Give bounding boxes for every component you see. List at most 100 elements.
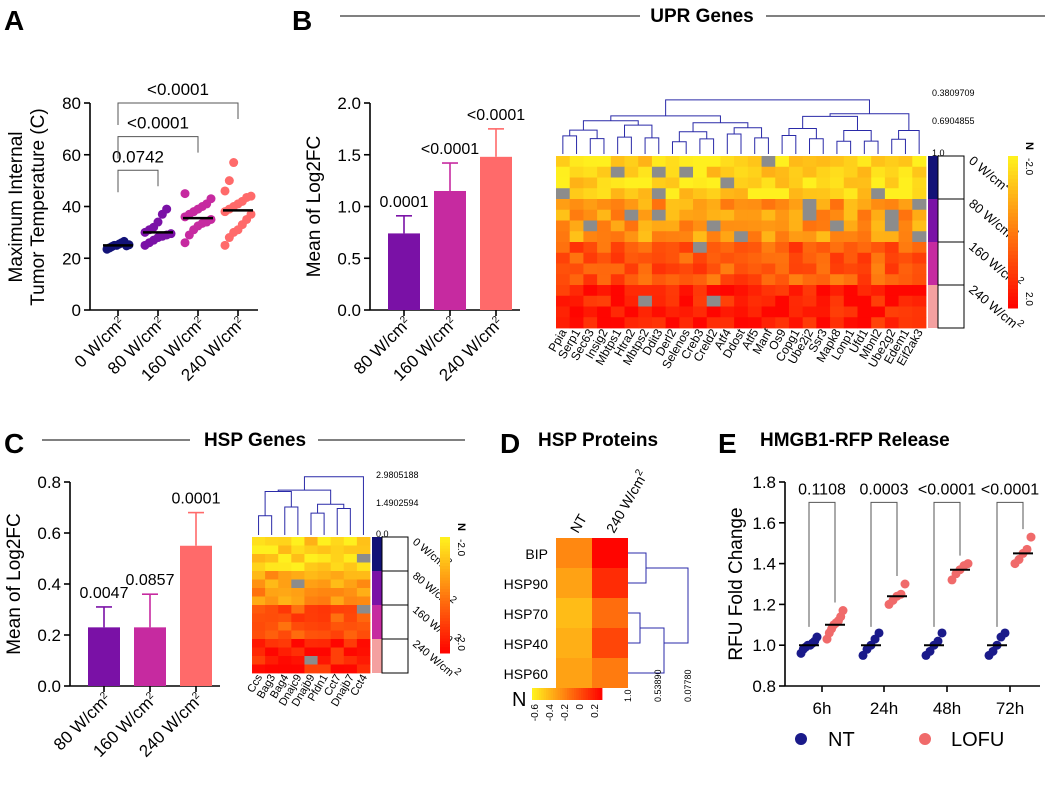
heatmap-cell <box>679 156 694 168</box>
heatmap-cell <box>775 166 790 178</box>
heatmap-cell <box>788 317 804 329</box>
heatmap-scale-step <box>1008 186 1018 191</box>
heatmap-cell <box>761 199 776 211</box>
proteins-cell <box>556 568 592 598</box>
proteins-scale-step <box>539 688 542 700</box>
heatmap-cell <box>912 295 927 307</box>
heatmap-cell <box>830 188 845 200</box>
heatmap-cell <box>761 306 776 318</box>
heatmap-cell <box>651 285 667 297</box>
heatmap-cell <box>734 209 749 221</box>
heatmap-cell <box>857 231 872 243</box>
heatmap-cell <box>304 630 318 640</box>
heatmap-cell <box>775 177 790 189</box>
heatmap-cell <box>291 639 305 648</box>
heatmap-scale-step <box>440 609 450 613</box>
heatmap-dendrogram-link <box>788 128 817 139</box>
heatmap-cell <box>278 613 292 623</box>
heatmap-cell <box>597 274 612 286</box>
heatmap-cell <box>871 306 886 318</box>
heatmap-cell <box>857 220 872 232</box>
heatmap-cell <box>317 545 332 555</box>
heatmap-cell <box>665 220 680 232</box>
heatmap-tree-label: 1.4902594 <box>376 498 419 508</box>
proteins-dendrogram-link <box>628 552 647 584</box>
heatmap-cell <box>857 242 872 254</box>
heatmap-cell <box>871 317 886 329</box>
heatmap-cell <box>278 622 292 631</box>
proteins-scale-step <box>569 688 573 700</box>
heatmap-cell <box>330 630 345 640</box>
heatmap-cell <box>583 209 598 221</box>
heatmap-cell <box>356 647 371 657</box>
heatmap-cell <box>775 220 790 232</box>
b-y-tick-label: 1.0 <box>337 198 361 217</box>
heatmap-cell <box>330 537 345 546</box>
heatmap-cell <box>857 306 872 318</box>
heatmap-group-bar <box>928 242 938 285</box>
heatmap-cell <box>884 220 899 232</box>
heatmap-cell <box>679 252 694 264</box>
heatmap-cell <box>843 263 858 275</box>
heatmap-cell <box>816 156 831 168</box>
heatmap-cell <box>356 571 371 580</box>
heatmap-cell <box>898 295 913 307</box>
heatmap-scale-step <box>440 624 450 628</box>
e-y-tick-label: 1.2 <box>752 595 776 614</box>
heatmap-cell <box>788 220 804 232</box>
heatmap-cell <box>734 199 749 211</box>
proteins-col-label: NT <box>567 511 590 536</box>
heatmap-scale-step <box>1008 232 1018 237</box>
proteins-scale-step <box>574 688 577 700</box>
heatmap-scale-step <box>1008 270 1018 275</box>
e-pvalue: <0.0001 <box>918 481 976 498</box>
heatmap-cell <box>788 295 804 307</box>
heatmap-cell <box>665 295 680 307</box>
heatmap-cell <box>343 545 358 555</box>
heatmap-cell <box>871 285 886 297</box>
heatmap-cell <box>624 177 639 189</box>
heatmap-group-bar <box>928 156 938 199</box>
proteins-scale-step <box>560 688 563 700</box>
heatmap-cell <box>802 263 817 275</box>
heatmap-scale-step <box>1008 190 1018 195</box>
heatmap-cell <box>610 231 625 243</box>
heatmap-cell <box>556 166 571 178</box>
proteins-cell <box>556 598 592 628</box>
heatmap-dendrogram-link <box>678 131 708 142</box>
heatmap-cell <box>665 274 680 286</box>
heatmap-cell <box>665 317 680 329</box>
heatmap-cell <box>761 252 776 264</box>
heatmap-cell <box>343 605 358 614</box>
heatmap-cell <box>912 156 927 168</box>
heatmap-cell <box>610 188 625 200</box>
heatmap-cell <box>265 613 279 623</box>
heatmap-cell <box>665 188 680 200</box>
heatmap-scale-step <box>1008 273 1018 279</box>
heatmap-cell <box>569 209 584 221</box>
heatmap-cell <box>830 252 845 264</box>
heatmap-dendrogram-link <box>258 515 273 535</box>
heatmap-cell <box>665 177 680 189</box>
heatmap-cell <box>330 639 345 648</box>
heatmap-cell <box>356 664 371 674</box>
heatmap-cell <box>356 554 371 563</box>
heatmap-cell <box>278 571 292 580</box>
heatmap-cell <box>720 295 735 307</box>
heatmap-cell <box>317 562 332 572</box>
heatmap-tree-label: 0.3809709 <box>932 88 975 98</box>
heatmap-cell <box>816 295 831 307</box>
heatmap-cell <box>651 252 667 264</box>
heatmap-scale-step <box>1008 175 1018 180</box>
heatmap-cell <box>788 263 804 275</box>
heatmap-cell <box>857 199 872 211</box>
heatmap-cell <box>734 231 749 243</box>
b-y-tick-label: 0.5 <box>337 249 361 268</box>
heatmap-cell <box>252 622 266 631</box>
heatmap-cell <box>816 317 831 329</box>
heatmap-cell <box>265 639 279 648</box>
heatmap-cell <box>252 613 266 623</box>
e-nt-point <box>937 628 947 638</box>
heatmap-cell <box>569 188 584 200</box>
heatmap-cell <box>679 177 694 189</box>
